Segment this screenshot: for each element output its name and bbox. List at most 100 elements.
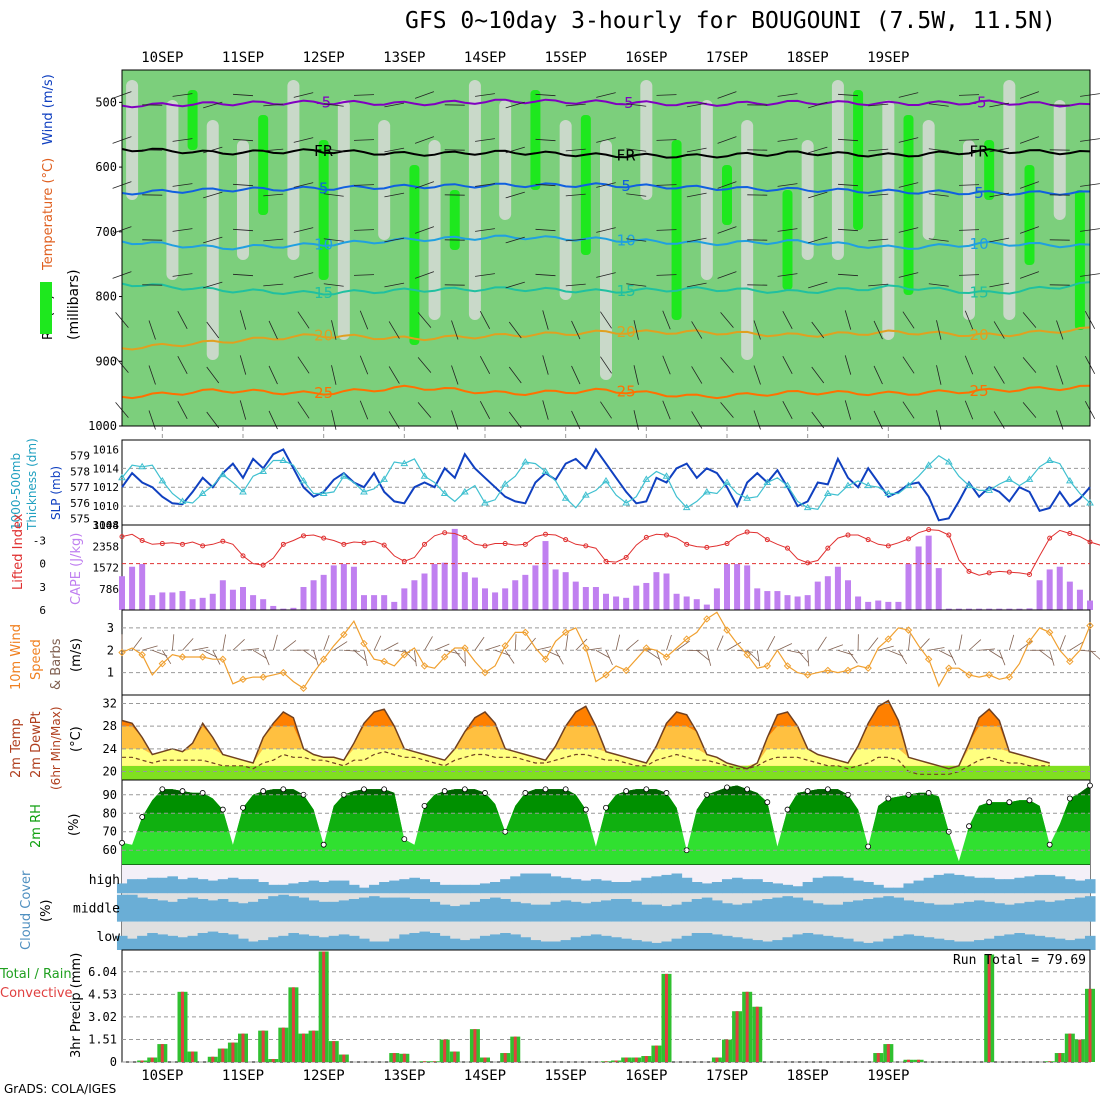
contour-label: 5 [621,177,631,195]
wind-barb [958,274,980,276]
date-label-top: 10SEP [141,50,183,66]
cloud-bar [873,884,884,894]
cloud-bar [530,940,541,950]
surface-wind-barb [454,650,466,663]
cloud-bar [137,935,148,950]
cape-bar [744,565,751,610]
rh-marker [542,786,549,793]
cloud-bar [308,900,320,922]
cloud-bar [389,938,400,950]
rh-moist-blob [449,190,460,250]
wind-speed-marker [239,675,247,684]
cloud-bar [288,896,299,922]
cloud-bar [641,941,652,950]
slp-tick-label: 1014 [93,462,120,475]
cloud-bar [923,937,935,950]
wind-barb [206,321,220,339]
cloud-bar [792,897,804,922]
cape-bar [834,566,841,610]
cape-bar [966,608,972,610]
rh-marker [885,795,892,802]
cloud-bar [560,900,572,922]
cloud-bar [1064,879,1076,894]
wind-barb [565,148,586,152]
cloud-bar [570,879,582,894]
cloud-bar [822,935,834,950]
cloud-bar [953,941,965,950]
wind-barb [565,193,586,197]
thickness-marker [642,475,651,482]
cloud-bar [580,880,592,894]
cape-bar [1026,608,1033,610]
surface-wind-barb [555,650,564,665]
cape-bar [361,595,367,610]
cloud-bar [1004,879,1015,894]
cloud-bar [1064,899,1076,922]
wind-barb [777,183,798,187]
wind-barb [508,321,522,339]
surface-wind-barb [283,640,297,651]
wind-barb [535,273,556,277]
wind-barb [232,93,254,97]
wind-barb [626,283,647,287]
precip-convective-bar [483,1057,487,1062]
wind-barb [808,146,828,154]
wind-barb [656,184,677,186]
cloud-bar [984,877,995,894]
wind-barb [172,273,193,277]
cloud-bar [580,903,592,922]
cloud-bar [338,900,350,922]
cape-bar [804,595,811,610]
cloud-bar [147,877,158,894]
rh-dry-streak [499,100,512,220]
wind-speed-marker [1005,673,1014,681]
date-label-top: 19SEP [867,50,909,66]
wind-barb [232,138,254,142]
surface-wind-barb [323,635,330,651]
cloud-bar [1084,879,1096,894]
cloud-bar [842,877,854,894]
thickness-marker [884,489,893,497]
surface-wind-barb [525,637,536,651]
rh-marker [482,790,488,796]
cloud-bar [590,879,602,894]
wind-speed-label: Speed [29,639,44,680]
wind-speed-marker [945,664,953,672]
wind-barb [626,103,647,107]
wind-barb [1019,181,1040,189]
thickness-marker [944,458,953,465]
precip-convective-label: Convective [0,986,73,1001]
surface-wind-barb [615,634,621,651]
wind-speed-marker [299,684,308,692]
contour-label: 5 [974,184,984,202]
lifted-index-marker [583,543,589,549]
surface-wind-barb [232,639,245,651]
thickness-marker [1086,498,1094,506]
cloud-bar [409,877,420,894]
wind-speed-marker [340,630,348,639]
cape-bar [330,565,337,610]
rh-dry-streak [378,120,391,240]
thickness-marker [823,489,832,497]
rh-dry-streak [1003,80,1016,320]
cloud-bar [268,937,279,950]
wind-barb [172,183,193,187]
wind-barb [571,320,581,340]
cloud-bar [1084,896,1096,922]
thickness-marker [783,481,792,489]
cloud-layer-label: low [97,930,121,945]
wind-barb [898,182,919,188]
surface-wind-barb [1059,635,1066,651]
wind-speed-marker [824,666,832,675]
wind-barb [964,355,974,375]
date-label-top: 11SEP [222,50,264,66]
precip-convective-bar [160,1044,164,1062]
wind-barb [837,183,859,187]
cloud-bar [1044,901,1056,922]
thickness-marker [602,476,610,484]
thickness-marker [501,480,510,487]
rh-marker [159,786,166,793]
thickness-marker [743,494,752,501]
thickness-tick-label: 575 [70,513,90,526]
lifted-index-marker [926,527,932,533]
